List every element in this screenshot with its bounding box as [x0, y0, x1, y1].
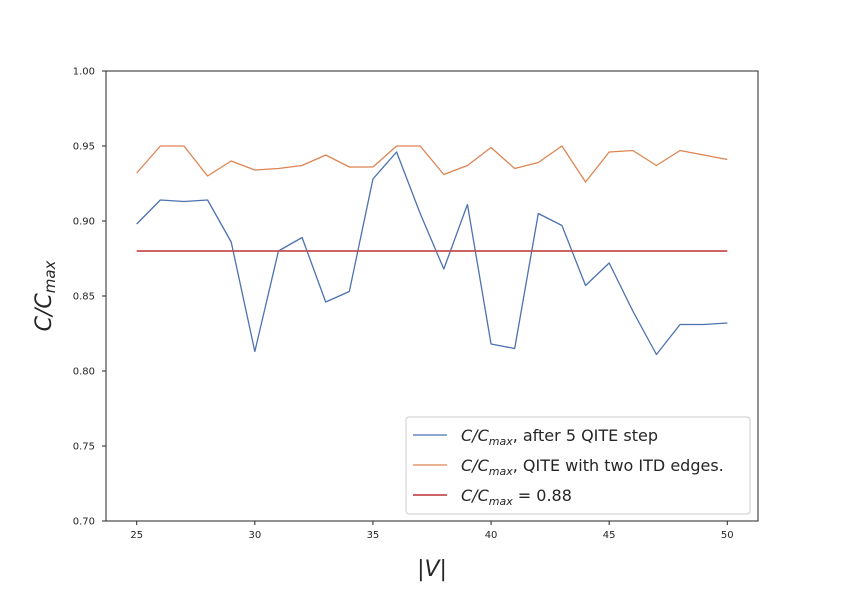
legend-label-sub: max — [489, 435, 513, 448]
x-tick-label: 30 — [248, 530, 261, 541]
legend-label-1: C/Cmax, after 5 QITE step — [461, 426, 658, 448]
y-tick-label: 0.85 — [73, 292, 95, 303]
y-axis-label-main: C/C — [32, 293, 57, 332]
x-tick-label: 40 — [485, 530, 498, 541]
legend-box — [405, 416, 751, 515]
y-tick-label: 0.80 — [73, 367, 95, 378]
legend-label-main: C/C — [461, 456, 490, 475]
y-tick-label: 1.00 — [73, 67, 95, 78]
y-tick-label: 0.75 — [73, 442, 95, 453]
x-tick-label: 35 — [367, 530, 380, 541]
x-tick-label: 45 — [603, 530, 616, 541]
series-line-1 — [136, 151, 728, 356]
legend-label-rest: = 0.88 — [513, 486, 572, 505]
legend-label-rest: , QITE with two ITD edges. — [513, 456, 724, 475]
y-tick-label: 0.70 — [73, 517, 95, 528]
x-axis: 25 30 35 40 45 50 — [130, 521, 734, 541]
y-axis: 0.70 0.75 0.80 0.85 0.90 0.95 1.00 — [73, 67, 106, 528]
legend-label-3: C/Cmax = 0.88 — [461, 486, 572, 508]
legend-label-main: C/C — [461, 426, 490, 445]
legend-label-main: C/C — [461, 486, 490, 505]
y-tick-label: 0.95 — [73, 142, 95, 153]
series-layer — [136, 145, 728, 356]
y-tick-label: 0.90 — [73, 217, 95, 228]
y-axis-label: C/Cmax — [32, 260, 59, 331]
x-axis-label: |V| — [417, 557, 447, 582]
legend-label-sub: max — [489, 495, 513, 508]
legend-label-2: C/Cmax, QITE with two ITD edges. — [461, 456, 724, 478]
legend-label-sub: max — [489, 465, 513, 478]
series-line-2 — [136, 145, 728, 183]
x-tick-label: 25 — [130, 530, 143, 541]
legend-label-rest: , after 5 QITE step — [513, 426, 658, 445]
x-tick-label: 50 — [721, 530, 734, 541]
y-axis-label-sub: max — [41, 260, 59, 293]
